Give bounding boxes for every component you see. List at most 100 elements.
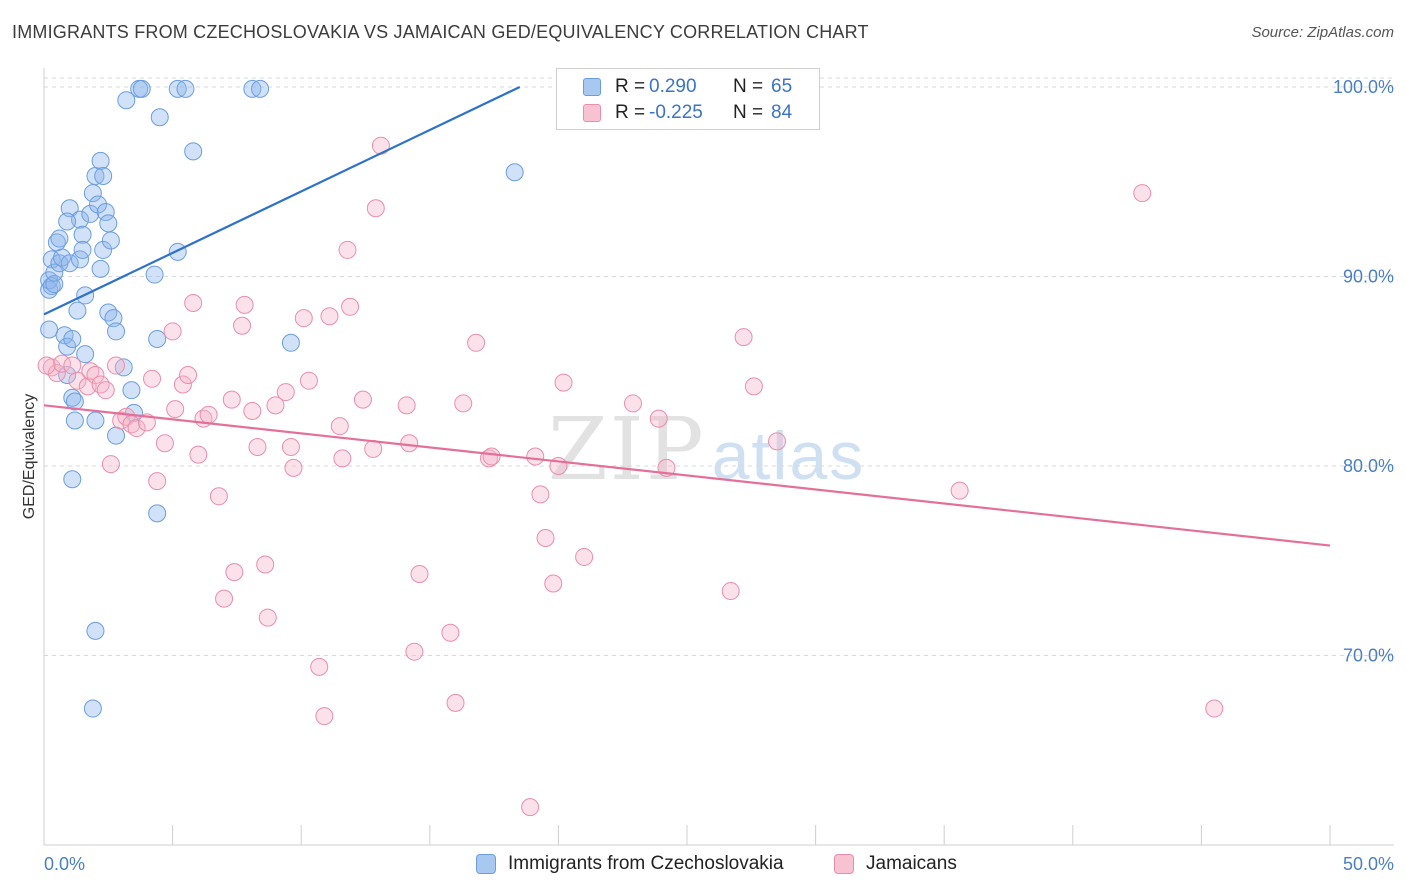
data-point — [127, 419, 146, 438]
data-point — [1205, 699, 1224, 718]
data-point — [281, 333, 300, 352]
x-tick-label: 50.0% — [1343, 854, 1394, 874]
data-point — [145, 265, 164, 284]
data-point — [333, 449, 352, 468]
data-point — [544, 574, 563, 593]
stats-box: R = 0.290 N = 65 R = -0.225 N = 84 — [556, 68, 820, 130]
stats-row-czechoslovakia: R = 0.290 N = 65 — [557, 74, 819, 100]
data-point — [950, 481, 969, 500]
data-point — [143, 369, 162, 388]
data-point — [184, 142, 203, 161]
data-point — [189, 445, 208, 464]
data-point — [505, 163, 524, 182]
data-point — [94, 240, 113, 259]
data-point — [168, 242, 187, 261]
legend-item-czechoslovakia[interactable]: Immigrants from Czechoslovakia — [476, 852, 784, 876]
data-point — [91, 151, 110, 170]
data-point — [222, 390, 241, 409]
data-point — [284, 458, 303, 477]
data-point — [405, 642, 424, 661]
legend-item-jamaicans[interactable]: Jamaicans — [834, 852, 957, 876]
data-point — [89, 195, 108, 214]
data-point — [199, 405, 218, 424]
data-point — [68, 301, 87, 320]
legend-swatch-jamaicans — [834, 854, 854, 874]
data-point — [76, 345, 95, 364]
data-point — [132, 79, 151, 98]
data-point — [233, 316, 252, 335]
trend-lines — [43, 85, 1331, 547]
data-point — [248, 438, 267, 457]
data-point — [235, 295, 254, 314]
data-point — [366, 199, 385, 218]
gridlines — [44, 77, 1394, 656]
axis-labels: 70.0% 80.0% 90.0% 100.0% 0.0% 50.0% GED/Equiva… — [21, 77, 1394, 874]
watermark: ZIPatlas — [548, 400, 865, 500]
data-point — [256, 555, 275, 574]
data-point — [101, 231, 120, 250]
data-point — [107, 356, 126, 375]
y-axis-title: GED/Equivalency — [21, 394, 38, 519]
data-point — [68, 371, 87, 390]
stats-swatch-jamaicans — [583, 104, 601, 122]
r-value: 0.290 — [649, 76, 697, 97]
data-point — [150, 108, 169, 127]
data-point — [45, 263, 64, 282]
series-czechoslovakia-points — [40, 79, 524, 718]
data-point — [148, 472, 167, 491]
data-point — [148, 330, 167, 349]
legend-label: Immigrants from Czechoslovakia — [508, 853, 784, 874]
data-point — [454, 394, 473, 413]
data-point — [73, 225, 92, 244]
data-point — [40, 320, 59, 339]
data-point — [60, 199, 79, 218]
data-point — [446, 693, 465, 712]
data-point — [526, 447, 545, 466]
data-point — [410, 564, 429, 583]
data-point — [166, 400, 185, 419]
data-point — [320, 307, 339, 326]
data-point — [179, 366, 198, 385]
data-point — [276, 383, 295, 402]
data-point — [353, 390, 372, 409]
data-point — [225, 563, 244, 582]
data-point — [536, 528, 555, 547]
data-point — [768, 432, 787, 451]
y-tick-label: 90.0% — [1343, 266, 1394, 286]
y-tick-label: 80.0% — [1343, 456, 1394, 476]
n-label: N = — [733, 102, 764, 123]
data-point — [37, 356, 56, 375]
data-point — [400, 434, 419, 453]
legend-label: Jamaicans — [866, 853, 957, 874]
data-point — [209, 487, 228, 506]
data-point — [243, 79, 262, 98]
data-point — [104, 309, 123, 328]
data-point — [50, 229, 69, 248]
data-point — [148, 504, 167, 523]
stats-swatch-czechoslovakia — [583, 78, 601, 96]
data-point — [94, 167, 113, 186]
r-label: R = — [615, 102, 646, 123]
data-point — [184, 293, 203, 312]
data-point — [63, 470, 82, 489]
data-point — [441, 623, 460, 642]
data-point — [168, 79, 187, 98]
data-point — [155, 434, 174, 453]
data-point — [721, 582, 740, 601]
data-point — [338, 240, 357, 259]
data-point — [73, 240, 92, 259]
data-point — [99, 303, 118, 322]
data-point — [467, 333, 486, 352]
data-point — [315, 707, 334, 726]
data-point — [122, 381, 141, 400]
data-point — [215, 589, 234, 608]
data-point — [176, 79, 195, 98]
data-point — [107, 426, 126, 445]
data-point — [243, 402, 262, 421]
data-point — [173, 375, 192, 394]
n-value: 65 — [771, 76, 793, 97]
data-point — [649, 409, 668, 428]
data-point — [330, 417, 349, 436]
data-point — [114, 358, 133, 377]
data-point — [137, 413, 156, 432]
